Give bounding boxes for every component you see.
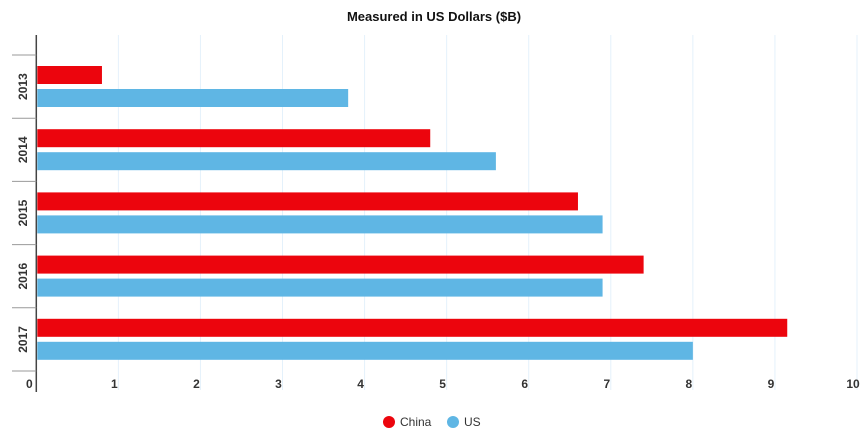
x-tick-label: 5 bbox=[439, 377, 446, 391]
legend-marker bbox=[447, 416, 459, 428]
x-tick-label: 6 bbox=[521, 377, 528, 391]
x-tick-label: 2 bbox=[193, 377, 200, 391]
bar-us-2016 bbox=[37, 278, 603, 297]
bar-us-2014 bbox=[37, 152, 496, 171]
y-tick-label: 2014 bbox=[16, 136, 30, 163]
bar-us-2017 bbox=[37, 341, 693, 360]
x-tick-label: 8 bbox=[686, 377, 693, 391]
bar-china-2016 bbox=[37, 255, 644, 274]
x-tick-label: 10 bbox=[846, 377, 860, 391]
y-tick-label: 2013 bbox=[16, 73, 30, 100]
x-tick-label: 0 bbox=[26, 377, 33, 391]
x-tick-label: 7 bbox=[603, 377, 610, 391]
x-tick-label: 1 bbox=[111, 377, 118, 391]
x-tick-label: 3 bbox=[275, 377, 282, 391]
legend-marker bbox=[383, 416, 395, 428]
bar-us-2015 bbox=[37, 215, 603, 234]
bar-china-2017 bbox=[37, 318, 788, 337]
bar-china-2013 bbox=[37, 66, 102, 84]
y-tick-label: 2017 bbox=[16, 326, 30, 353]
legend-item-china[interactable]: China bbox=[383, 415, 432, 429]
x-tick-label: 9 bbox=[768, 377, 775, 391]
chart-title: Measured in US Dollars ($B) bbox=[347, 9, 521, 24]
legend-label: US bbox=[464, 415, 481, 429]
y-tick-label: 2016 bbox=[16, 263, 30, 290]
bar-china-2015 bbox=[37, 192, 578, 211]
legend-label: China bbox=[400, 415, 432, 429]
legend-item-us[interactable]: US bbox=[447, 415, 481, 429]
bar-china-2014 bbox=[37, 129, 431, 148]
x-tick-label: 4 bbox=[357, 377, 364, 391]
bar-us-2013 bbox=[37, 89, 349, 107]
y-tick-label: 2015 bbox=[16, 199, 30, 226]
